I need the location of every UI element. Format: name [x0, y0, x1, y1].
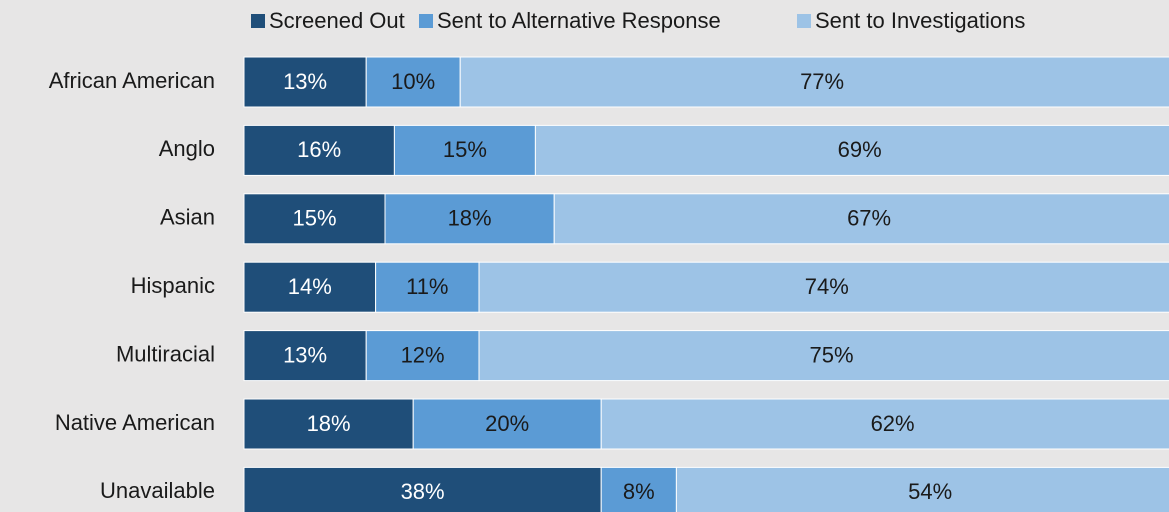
- bar-segment: [375, 261, 480, 313]
- bar-segment: [600, 398, 1169, 450]
- data-label: 10%: [391, 69, 435, 94]
- bar-segment: [393, 124, 536, 176]
- y-tick-label: Unavailable: [100, 478, 215, 503]
- data-label: 14%: [288, 274, 332, 299]
- legend-label: Screened Out: [269, 8, 405, 33]
- data-label: 67%: [847, 206, 891, 231]
- bar-segment: [365, 56, 461, 108]
- data-label: 18%: [448, 206, 492, 231]
- data-label: 15%: [443, 137, 487, 162]
- legend-swatch: [251, 14, 265, 28]
- bar-segment: [478, 261, 1169, 313]
- data-label: 12%: [401, 342, 445, 367]
- y-tick-label: Hispanic: [131, 273, 215, 298]
- data-label: 38%: [401, 479, 445, 504]
- bar-segment: [243, 398, 414, 450]
- legend-label: Sent to Alternative Response: [437, 8, 721, 33]
- data-label: 74%: [805, 274, 849, 299]
- bar-segment: [243, 56, 367, 108]
- bar-segment: [600, 466, 677, 512]
- legend-label: Sent to Investigations: [815, 8, 1025, 33]
- bar-segment: [243, 466, 602, 512]
- bar-segment: [243, 261, 377, 313]
- data-label: 20%: [485, 411, 529, 436]
- data-label: 75%: [809, 342, 853, 367]
- data-label: 13%: [283, 69, 327, 94]
- data-label: 77%: [800, 69, 844, 94]
- y-tick-label: Asian: [160, 205, 215, 230]
- legend-swatch: [797, 14, 811, 28]
- data-label: 18%: [307, 411, 351, 436]
- data-label: 69%: [838, 137, 882, 162]
- bar-segment: [365, 330, 480, 382]
- bar-segment: [534, 124, 1169, 176]
- bar-segment: [675, 466, 1169, 512]
- bar-segment: [243, 124, 395, 176]
- data-label: 16%: [297, 137, 341, 162]
- legend-swatch: [419, 14, 433, 28]
- bar-segment: [384, 193, 555, 245]
- data-label: 62%: [871, 411, 915, 436]
- y-tick-label: Multiracial: [116, 341, 215, 366]
- bar-segment: [478, 330, 1169, 382]
- data-label: 13%: [283, 342, 327, 367]
- data-label: 11%: [406, 274, 448, 299]
- data-label: 8%: [623, 479, 655, 504]
- bar-segment: [243, 330, 367, 382]
- y-tick-label: Native American: [55, 410, 215, 435]
- bar-segment: [459, 56, 1169, 108]
- y-tick-label: African American: [49, 68, 215, 93]
- y-tick-label: Anglo: [159, 136, 215, 161]
- data-label: 15%: [292, 206, 336, 231]
- data-label: 54%: [908, 479, 952, 504]
- bar-segment: [553, 193, 1169, 245]
- bar-segment: [243, 193, 386, 245]
- bar-segment: [412, 398, 602, 450]
